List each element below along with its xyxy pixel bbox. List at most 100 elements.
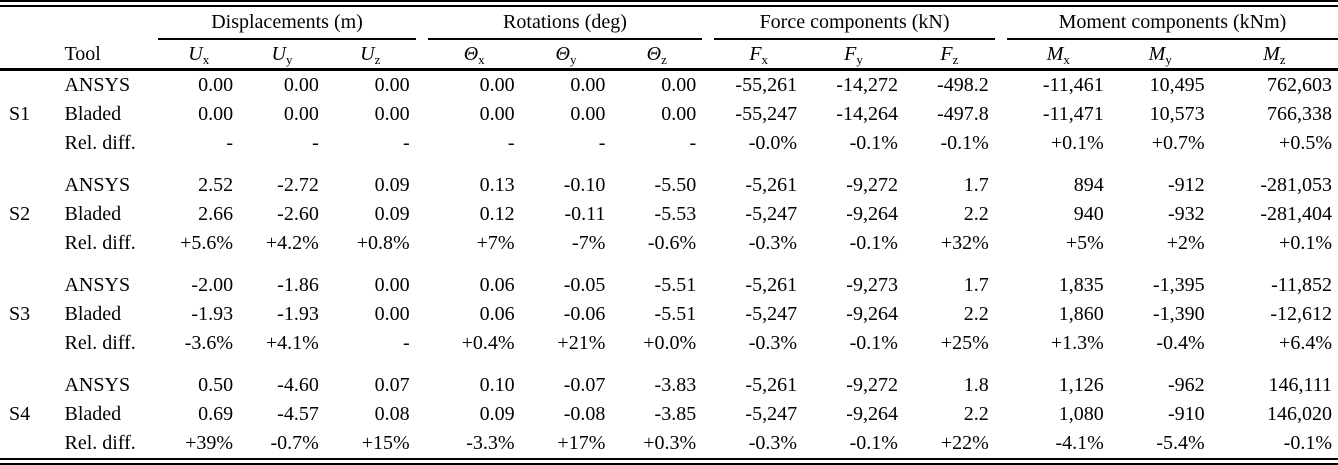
value-cell: 146,020 — [1267, 403, 1332, 425]
value-cell: -932 — [1168, 203, 1205, 225]
value-cell: - — [403, 332, 410, 354]
group-spacer — [995, 4, 1007, 40]
spacer — [702, 271, 714, 300]
value-cell: +5.6% — [180, 232, 234, 254]
spacer — [416, 300, 428, 329]
value-cell: +15% — [361, 432, 410, 454]
col-header-fy: Fy — [803, 39, 904, 71]
value-cell: 1,835 — [1058, 274, 1104, 296]
spacer — [995, 429, 1007, 462]
value-cell: -5.53 — [654, 203, 697, 225]
value-cell: 0.00 — [479, 74, 515, 96]
value-cell: - — [598, 132, 606, 154]
tool-cell: Bladed — [64, 303, 122, 325]
group-header-forces: Force components (kN) — [714, 3, 995, 40]
var-sub: y — [569, 52, 577, 67]
value-cell: 1,860 — [1058, 303, 1104, 325]
var-base: U — [360, 43, 375, 65]
spacer — [995, 171, 1007, 200]
var-base: Θ — [555, 43, 570, 65]
tool-cell: Bladed — [64, 403, 122, 425]
tool-cell: Bladed — [64, 103, 122, 125]
value-cell: -0.1% — [849, 232, 898, 254]
value-cell: -0.3% — [748, 332, 798, 354]
value-cell: - — [403, 132, 410, 154]
value-cell: -912 — [1168, 174, 1205, 196]
value-cell: -4.1% — [1055, 432, 1104, 454]
spacer — [416, 171, 428, 200]
value-cell: -9,264 — [846, 403, 898, 425]
value-cell: -9,264 — [846, 203, 898, 225]
spacer — [995, 70, 1007, 101]
value-cell: 0.00 — [374, 74, 410, 96]
var-base: M — [1148, 43, 1166, 65]
value-cell: -14,272 — [836, 74, 898, 96]
value-cell: 0.09 — [479, 403, 515, 425]
value-cell: -5.51 — [654, 303, 697, 325]
value-cell: -1.93 — [277, 303, 319, 325]
value-cell: -0.1% — [849, 432, 898, 454]
value-cell: 2.2 — [963, 303, 989, 325]
spacer — [415, 39, 428, 71]
value-cell: +0.8% — [356, 232, 410, 254]
table-row: Rel. diff. +5.6% +4.2% +0.8% +7% -7% -0.6% -0.3… — [0, 229, 1338, 258]
value-cell: -3.83 — [654, 374, 697, 396]
spacer — [994, 39, 1007, 71]
spacer — [702, 100, 714, 129]
value-cell: -9,273 — [846, 274, 898, 296]
section-gap — [0, 258, 1338, 271]
spacer — [702, 171, 714, 200]
value-cell: -5.51 — [654, 274, 697, 296]
value-cell: 0.10 — [479, 374, 515, 396]
value-cell: -3.85 — [654, 403, 697, 425]
spacer — [702, 400, 714, 429]
value-cell: -12,612 — [1270, 303, 1332, 325]
spacer — [416, 200, 428, 229]
spacer — [416, 400, 428, 429]
var-sub: y — [285, 52, 293, 67]
value-cell: 0.06 — [479, 274, 515, 296]
section-gap-cell — [0, 358, 1338, 371]
section-gap — [0, 358, 1338, 371]
tool-cell: Rel. diff. — [64, 432, 136, 454]
value-cell: +6.4% — [1279, 332, 1332, 354]
value-cell: 0.07 — [374, 374, 410, 396]
col-header-ux: Ux — [158, 39, 240, 71]
var-sub: y — [1165, 52, 1172, 67]
spacer — [995, 129, 1007, 158]
value-cell: +0.5% — [1279, 132, 1332, 154]
value-cell: 0.08 — [374, 403, 410, 425]
value-cell: -281,053 — [1260, 174, 1332, 196]
value-cell: -5,247 — [745, 203, 798, 225]
value-cell: -5,261 — [745, 174, 798, 196]
tool-cell: ANSYS — [64, 374, 131, 396]
value-cell: -0.1% — [1283, 432, 1332, 454]
var-sub: x — [478, 52, 485, 67]
spacer — [416, 229, 428, 258]
spacer — [995, 229, 1007, 258]
value-cell: -4.60 — [277, 374, 319, 396]
value-cell: +0.1% — [1279, 232, 1332, 254]
value-cell: -0.07 — [563, 374, 606, 396]
value-cell: -11,471 — [1042, 103, 1104, 125]
var-base: U — [188, 43, 203, 65]
section-label: S1 — [9, 103, 31, 125]
value-cell: - — [689, 132, 697, 154]
spacer — [416, 371, 428, 400]
value-cell: 0.00 — [374, 103, 410, 125]
value-cell: -0.08 — [563, 403, 606, 425]
column-header-row: Tool Ux Uy Uz Θx Θy Θz Fx Fy Fz Mx My Mz — [0, 39, 1338, 71]
value-cell: -962 — [1168, 374, 1205, 396]
value-cell: 1.8 — [963, 374, 989, 396]
value-cell: -11,852 — [1271, 274, 1332, 296]
spacer — [416, 100, 428, 129]
spacer — [995, 371, 1007, 400]
col-header-thetaz: Θz — [611, 39, 703, 71]
var-base: F — [844, 43, 857, 65]
col-header-mx: Mx — [1006, 39, 1110, 71]
table-body: S1 ANSYS 0.00 0.00 0.00 0.00 0.00 0.00 -55,261 -1… — [0, 70, 1338, 462]
spacer — [416, 329, 428, 358]
value-cell: -0.3% — [748, 432, 798, 454]
value-cell: -0.1% — [940, 132, 989, 154]
